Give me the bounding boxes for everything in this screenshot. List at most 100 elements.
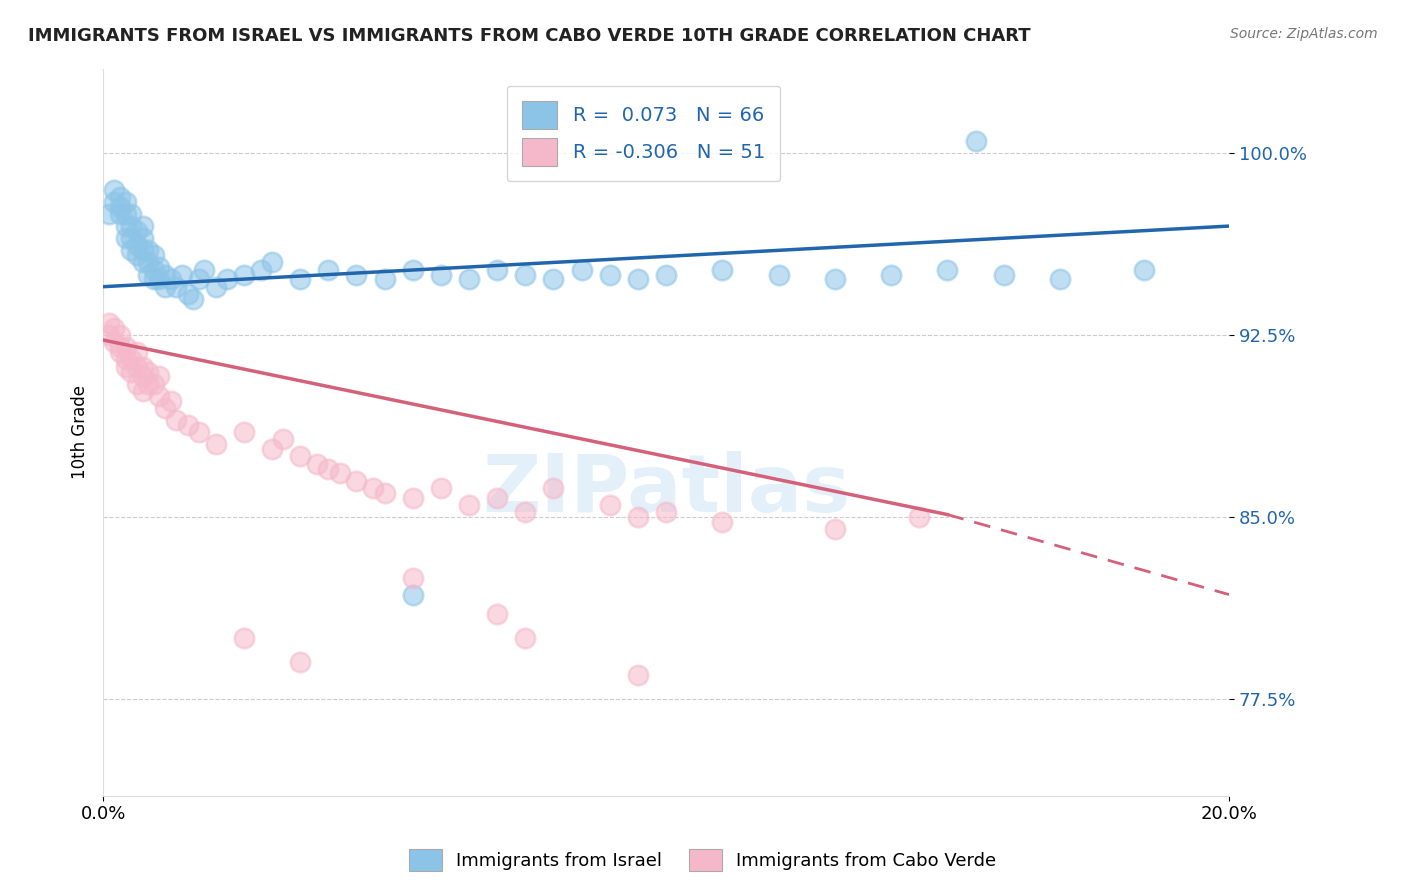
Point [711,262,734,277]
Point [153,268,176,282]
Point [711,515,734,529]
Point [120,207,142,221]
Point [136,244,159,258]
Point [363,481,385,495]
Point [136,255,159,269]
Point [176,417,198,432]
Point [114,194,136,209]
Point [880,268,903,282]
Point [97,316,120,330]
Point [125,376,148,391]
Point [97,207,120,221]
Point [125,359,148,374]
Legend: R =  0.073   N = 66, R = -0.306   N = 51: R = 0.073 N = 66, R = -0.306 N = 51 [506,86,780,181]
Point [142,376,165,391]
Point [114,231,136,245]
Point [249,262,271,277]
Y-axis label: 10th Grade: 10th Grade [72,385,89,479]
Point [108,200,131,214]
Point [374,272,396,286]
Point [486,262,509,277]
Point [402,588,425,602]
Point [271,433,294,447]
Point [136,268,159,282]
Point [153,401,176,415]
Point [97,328,120,343]
Point [288,272,311,286]
Point [627,272,650,286]
Point [328,467,350,481]
Point [430,268,453,282]
Point [187,425,209,439]
Point [515,505,537,519]
Text: ZIPatlas: ZIPatlas [482,451,851,529]
Point [346,268,368,282]
Point [142,262,165,277]
Point [125,224,148,238]
Point [316,461,339,475]
Point [170,268,193,282]
Point [131,244,153,258]
Text: IMMIGRANTS FROM ISRAEL VS IMMIGRANTS FROM CABO VERDE 10TH GRADE CORRELATION CHAR: IMMIGRANTS FROM ISRAEL VS IMMIGRANTS FRO… [28,27,1031,45]
Point [131,384,153,398]
Point [1049,272,1071,286]
Point [103,335,125,350]
Point [108,345,131,359]
Point [120,219,142,233]
Point [260,442,283,456]
Point [120,231,142,245]
Point [288,450,311,464]
Point [142,248,165,262]
Point [1133,262,1156,277]
Point [136,376,159,391]
Point [187,272,209,286]
Point [148,272,170,286]
Point [120,244,142,258]
Point [181,292,204,306]
Point [627,510,650,524]
Point [142,272,165,286]
Point [993,268,1015,282]
Point [204,279,226,293]
Point [599,498,621,512]
Point [108,190,131,204]
Point [125,345,148,359]
Point [374,485,396,500]
Point [159,272,181,286]
Point [108,328,131,343]
Point [204,437,226,451]
Point [655,505,678,519]
Point [627,667,650,681]
Point [114,219,136,233]
Point [131,369,153,384]
Point [232,425,254,439]
Point [515,268,537,282]
Point [103,321,125,335]
Point [125,248,148,262]
Point [114,207,136,221]
Point [131,359,153,374]
Legend: Immigrants from Israel, Immigrants from Cabo Verde: Immigrants from Israel, Immigrants from … [402,842,1004,879]
Point [824,272,846,286]
Point [131,219,153,233]
Point [458,498,481,512]
Point [125,238,148,252]
Point [260,255,283,269]
Point [103,183,125,197]
Point [148,389,170,403]
Point [430,481,453,495]
Point [232,268,254,282]
Point [543,481,565,495]
Point [131,231,153,245]
Point [120,365,142,379]
Point [159,393,181,408]
Point [114,340,136,354]
Point [153,279,176,293]
Point [193,262,215,277]
Point [965,134,987,148]
Point [571,262,593,277]
Point [305,457,328,471]
Point [768,268,790,282]
Point [165,279,187,293]
Point [232,631,254,645]
